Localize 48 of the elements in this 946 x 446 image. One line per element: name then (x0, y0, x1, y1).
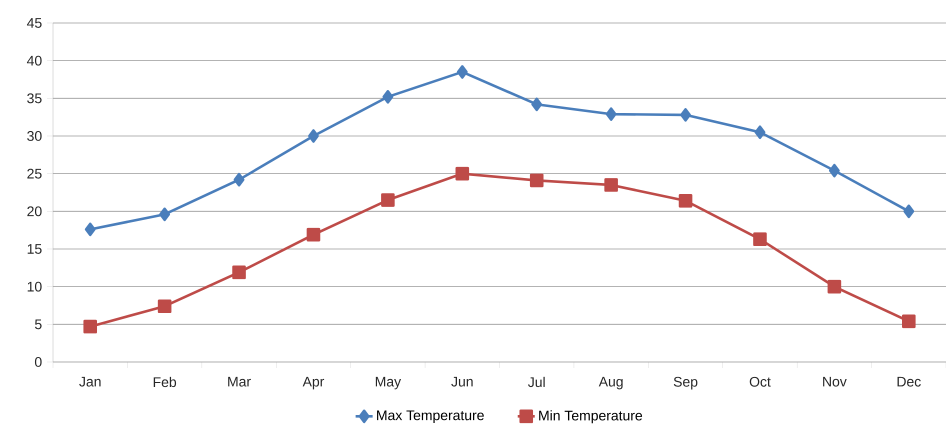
y-tick-label: 10 (28, 282, 42, 292)
y-tick-label: 5 (34, 319, 42, 330)
y-tick-label: 40 (26, 56, 42, 66)
x-tick-label: Oct (750, 376, 771, 387)
point (828, 164, 840, 178)
point (158, 299, 172, 314)
point (456, 166, 470, 180)
x-tick-label: May (376, 376, 402, 390)
point (456, 65, 468, 79)
y-tick-label: 15 (28, 244, 42, 254)
point (531, 98, 542, 112)
y-tick-label: 0 (34, 357, 42, 367)
x-tick-label: Feb (154, 376, 176, 388)
point (680, 108, 691, 122)
point (308, 129, 319, 143)
point (381, 193, 395, 207)
point (604, 178, 618, 192)
x-tick-label: Aug (598, 376, 623, 390)
y-tick-label: 20 (27, 206, 42, 216)
y-tick-label: 30 (27, 131, 42, 141)
point (753, 232, 767, 246)
point (754, 125, 766, 140)
y-tick-label: 25 (27, 168, 42, 179)
x-tick-label: Nov (823, 376, 847, 387)
x-tick-label: Jan (79, 376, 101, 387)
point (382, 90, 394, 104)
x-tick-label: Jul (528, 376, 545, 388)
point (606, 107, 617, 121)
point (83, 320, 98, 334)
x-tick-label: Apr (302, 376, 324, 390)
point (84, 222, 96, 236)
point (530, 174, 544, 188)
y-tick-label: 35 (27, 93, 42, 104)
point (306, 228, 320, 242)
x-tick-label: Jun (451, 376, 473, 387)
y-tick-label: 45 (26, 18, 42, 28)
point (234, 172, 244, 186)
x-tick-label: Dec (898, 376, 921, 387)
point (232, 266, 246, 280)
legend-label: Min Temperature (539, 410, 642, 424)
point (902, 314, 916, 328)
point (159, 208, 170, 222)
point (903, 204, 914, 218)
x-tick-label: Mar (228, 376, 251, 387)
point (678, 194, 692, 208)
legend-label: Max Temperature (377, 410, 484, 423)
point (828, 280, 842, 294)
x-tick-label: Sep (674, 376, 698, 390)
